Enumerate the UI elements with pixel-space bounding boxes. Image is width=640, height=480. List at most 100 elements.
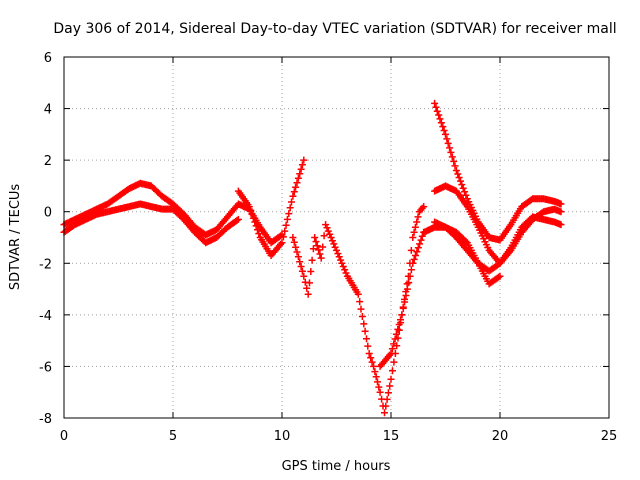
data-point [372,373,380,381]
data-point [330,240,338,248]
data-point [432,103,440,111]
data-point [392,330,400,338]
data-point [386,382,394,390]
data-point [443,135,451,143]
data-point [442,130,449,138]
data-point [387,375,395,383]
data-point [304,290,312,298]
data-point [407,246,415,254]
data-points [60,99,565,417]
data-point [331,243,339,251]
data-point [289,192,297,200]
data-point [410,228,418,236]
data-point [437,119,445,127]
data-point [294,253,302,261]
x-axis-label: GPS time / hours [282,459,391,474]
grid [64,57,609,418]
data-point [450,157,458,165]
data-point [278,239,286,247]
data-point [461,188,469,196]
data-point [333,246,340,254]
x-tick-label: 25 [601,429,618,444]
data-point [384,389,392,397]
data-point [451,162,459,170]
data-point [371,368,379,376]
data-point [282,221,290,229]
data-point [383,395,391,403]
y-tick-label: -2 [39,257,52,272]
data-point [417,236,425,244]
data-point [311,234,319,241]
x-tick-label: 15 [383,429,400,444]
data-point [387,350,395,357]
data-point [368,358,376,366]
data-point [307,268,315,275]
data-point [402,292,410,299]
y-tick-label: 0 [44,206,52,221]
data-point [398,311,406,319]
data-point [354,290,362,298]
data-point [405,279,413,287]
data-point [315,246,323,254]
data-point [557,208,565,216]
data-point [457,177,464,185]
data-point [358,313,366,320]
data-point [395,321,403,328]
data-point [435,111,443,119]
data-point [288,198,295,206]
data-point [254,226,261,234]
data-point [458,181,466,189]
data-point [294,174,302,182]
data-point [439,123,447,131]
data-point [316,250,324,258]
data-point [296,170,304,178]
data-point [407,266,415,274]
data-point [290,238,298,246]
x-tick-label: 10 [274,429,291,444]
data-point [452,167,460,174]
data-point [281,227,289,235]
data-point [255,230,263,238]
data-point [370,362,378,370]
data-point [375,383,383,391]
data-point [290,188,298,196]
data-point [388,345,396,353]
data-point [233,216,241,224]
data-point [455,174,463,181]
data-point [249,214,257,222]
data-point [389,367,396,375]
data-point [416,240,424,248]
data-point [300,156,308,164]
data-point [495,273,503,281]
data-point [300,272,308,280]
data-point [382,402,390,410]
data-point [360,320,368,328]
data-point [496,272,504,280]
data-point [357,305,365,313]
data-point [454,170,462,178]
data-point [436,115,444,123]
data-point [292,243,300,251]
data-point [322,221,330,229]
data-point [557,221,565,229]
data-point [399,304,407,312]
data-point [409,234,417,241]
y-tick-label: 4 [44,103,52,118]
data-point [298,267,306,275]
data-point [326,230,334,238]
data-point [312,238,320,246]
data-point [327,234,335,241]
data-point [303,284,311,292]
data-point [308,256,316,264]
data-point [337,256,345,264]
data-point [306,279,313,287]
y-tick-label: -6 [39,360,52,375]
data-point [252,222,260,230]
data-point [248,210,256,218]
data-point [444,139,452,147]
data-point [356,298,364,306]
data-point [324,227,332,235]
data-point [367,354,375,362]
data-point [286,204,294,212]
data-point [364,342,372,350]
